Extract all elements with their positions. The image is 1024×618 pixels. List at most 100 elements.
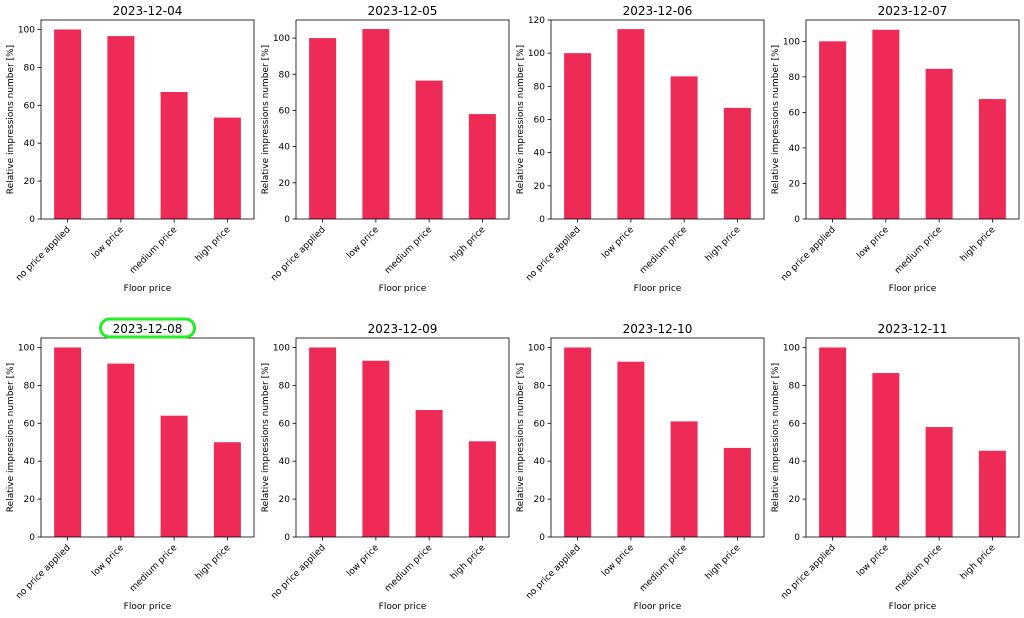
y-tick-label: 20 <box>789 495 801 505</box>
y-tick-label: 60 <box>534 419 546 429</box>
bar-low-price <box>107 36 135 219</box>
bar-no-price-applied <box>54 29 82 219</box>
y-tick-label: 80 <box>789 73 801 83</box>
x-tick-label: no price applied <box>524 225 582 283</box>
bar-low-price <box>107 363 135 537</box>
bar-medium-price <box>925 68 953 220</box>
bar-low-price <box>617 361 645 537</box>
bar-low-price <box>362 29 390 219</box>
axes-frame <box>295 19 510 220</box>
bar-no-price-applied <box>819 41 847 220</box>
y-axis-label: Relative impressions number [%] <box>6 363 16 512</box>
x-axis-label: Floor price <box>889 284 937 294</box>
x-tick-label: low price <box>345 543 381 579</box>
x-tick-label: no price applied <box>779 225 837 283</box>
bar-high-price <box>978 99 1006 219</box>
y-axis-label: Relative impressions number [%] <box>261 363 271 512</box>
y-tick-label: 100 <box>783 343 800 353</box>
x-tick-label: high price <box>194 225 233 264</box>
x-tick-label: low price <box>855 543 891 579</box>
bar-medium-price <box>415 410 443 537</box>
x-tick-label: medium price <box>638 225 689 276</box>
y-tick-label: 0 <box>794 215 800 225</box>
y-tick-label: 100 <box>18 25 35 35</box>
y-tick-label: 40 <box>789 457 801 467</box>
y-axis-label: Relative impressions number [%] <box>6 45 16 194</box>
x-tick-label: medium price <box>638 543 689 594</box>
x-tick-label: low price <box>600 225 636 261</box>
y-axis-label: Relative impressions number [%] <box>516 363 526 512</box>
bar-medium-price <box>160 92 188 219</box>
y-tick-label: 80 <box>534 82 546 92</box>
y-tick-label: 20 <box>24 495 36 505</box>
y-tick-label: 100 <box>273 34 290 44</box>
y-tick-label: 20 <box>789 179 801 189</box>
y-tick-label: 60 <box>279 106 291 116</box>
y-tick-label: 60 <box>789 108 801 118</box>
bar-high-price <box>978 450 1006 537</box>
chart-title: 2023-12-11 <box>878 322 948 336</box>
x-axis-label: Floor price <box>379 284 427 294</box>
x-tick-label: high price <box>704 225 743 264</box>
x-tick-label: medium price <box>383 543 434 594</box>
y-tick-label: 80 <box>789 381 801 391</box>
bar-medium-price <box>670 421 698 537</box>
y-tick-label: 60 <box>789 419 801 429</box>
x-tick-label: no price applied <box>779 543 837 601</box>
bar-low-price <box>872 29 900 219</box>
y-tick-label: 20 <box>24 177 36 187</box>
x-tick-label: medium price <box>893 543 944 594</box>
y-tick-label: 0 <box>539 533 545 543</box>
bar-medium-price <box>160 415 188 537</box>
y-tick-label: 20 <box>534 182 546 192</box>
y-tick-label: 40 <box>534 149 546 159</box>
x-axis-label: Floor price <box>124 602 172 612</box>
chart-title: 2023-12-07 <box>878 4 948 18</box>
title-highlight-outline <box>99 317 196 339</box>
x-tick-label: low price <box>855 225 891 261</box>
y-axis-label: Relative impressions number [%] <box>261 45 271 194</box>
x-axis-label: Floor price <box>124 284 172 294</box>
bar-no-price-applied <box>309 38 337 219</box>
y-tick-label: 120 <box>528 16 545 26</box>
axes-frame <box>40 19 255 220</box>
x-tick-label: high price <box>704 543 743 582</box>
axes-frame <box>805 337 1020 538</box>
y-tick-label: 40 <box>789 144 801 154</box>
x-axis-label: Floor price <box>379 602 427 612</box>
y-axis-label: Relative impressions number [%] <box>771 45 781 194</box>
y-tick-label: 80 <box>24 381 36 391</box>
chart-title: 2023-12-04 <box>113 4 183 18</box>
y-tick-label: 0 <box>29 533 35 543</box>
bar-no-price-applied <box>54 347 82 537</box>
bar-no-price-applied <box>564 53 592 219</box>
y-tick-label: 80 <box>24 63 36 73</box>
bar-high-price <box>213 442 241 537</box>
x-tick-label: high price <box>449 543 488 582</box>
bar-high-price <box>723 447 751 537</box>
chart-title: 2023-12-06 <box>623 4 693 18</box>
x-axis-label: Floor price <box>889 602 937 612</box>
y-tick-label: 20 <box>534 495 546 505</box>
bar-high-price <box>213 117 241 219</box>
chart-title: 2023-12-08 <box>113 322 183 336</box>
y-tick-label: 40 <box>279 143 291 153</box>
chart-title: 2023-12-05 <box>368 4 438 18</box>
x-axis-label: Floor price <box>634 284 682 294</box>
x-tick-label: no price applied <box>524 543 582 601</box>
bar-no-price-applied <box>309 347 337 537</box>
y-tick-label: 0 <box>539 215 545 225</box>
y-tick-label: 80 <box>534 381 546 391</box>
x-tick-label: high price <box>959 225 998 264</box>
bar-high-price <box>468 441 496 537</box>
x-tick-label: no price applied <box>14 225 72 283</box>
bar-medium-price <box>415 80 443 219</box>
x-tick-label: low price <box>90 543 126 579</box>
x-tick-label: no price applied <box>14 543 72 601</box>
y-tick-label: 80 <box>279 381 291 391</box>
x-axis-label: Floor price <box>634 602 682 612</box>
x-tick-label: medium price <box>128 225 179 276</box>
y-tick-label: 0 <box>794 533 800 543</box>
axes-frame <box>805 19 1020 220</box>
x-tick-label: high price <box>449 225 488 264</box>
